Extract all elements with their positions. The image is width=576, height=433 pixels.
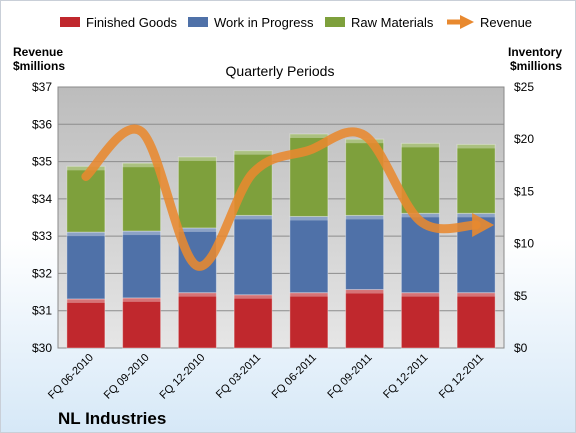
x-tick-label: FQ 12-2010 xyxy=(158,352,208,402)
right-tick-label: $20 xyxy=(514,132,534,146)
revenue-series xyxy=(81,124,495,271)
legend-swatch-work-in-progress xyxy=(188,17,208,27)
bar-raw-materials xyxy=(177,156,217,229)
bar-work-in-progress xyxy=(289,215,329,294)
legend: Finished Goods Work in Progress Raw Mate… xyxy=(60,15,532,30)
left-tick-label: $30 xyxy=(32,341,52,355)
bar-finished-goods xyxy=(122,297,162,349)
legend-label-finished-goods: Finished Goods xyxy=(86,15,178,30)
bar-finished-goods xyxy=(177,292,217,349)
bar-finished-goods xyxy=(289,292,329,349)
x-tick-label: FQ 06-2010 xyxy=(46,352,96,402)
x-tick-label: FQ 06-2011 xyxy=(270,352,319,401)
bar-raw-materials xyxy=(456,143,496,214)
legend-label-raw-materials: Raw Materials xyxy=(351,15,434,30)
bar-finished-goods xyxy=(233,294,273,349)
legend-swatch-raw-materials xyxy=(325,17,345,27)
x-tick-label: FQ 12-2011 xyxy=(437,352,486,401)
bar-finished-goods xyxy=(345,289,385,349)
right-tick-label: $10 xyxy=(514,237,534,251)
x-tick-label: FQ 03-2011 xyxy=(214,352,263,401)
company-name: NL Industries xyxy=(58,409,166,428)
bar-finished-goods xyxy=(400,292,440,349)
left-tick-label: $36 xyxy=(32,117,52,131)
right-tick-label: $15 xyxy=(514,184,534,198)
x-axis: FQ 06-2010 FQ 09-2010 FQ 12-2010 FQ 03-2011… xyxy=(46,352,486,402)
chart-title: Quarterly Periods xyxy=(226,63,335,79)
bar-work-in-progress xyxy=(122,230,162,299)
left-axis-title-line-1: Revenue xyxy=(13,45,63,59)
x-tick-label: FQ 09-2011 xyxy=(325,352,374,401)
bar-raw-materials xyxy=(122,162,162,232)
legend-swatch-finished-goods xyxy=(60,17,80,27)
left-tick-label: $34 xyxy=(32,192,52,206)
left-axis: $30 $31 $32 $33 $34 $35 $36 $37 xyxy=(32,80,52,355)
legend-label-revenue: Revenue xyxy=(480,15,532,30)
right-axis-title-line-2: $millions xyxy=(510,59,562,73)
left-axis-title-line-2: $millions xyxy=(13,59,65,73)
bar-finished-goods xyxy=(66,298,106,349)
bar-work-in-progress xyxy=(66,231,106,300)
right-axis: $0 $5 $10 $15 $20 $25 xyxy=(514,80,534,355)
left-tick-label: $37 xyxy=(32,80,52,94)
revenue-line xyxy=(81,124,481,271)
left-tick-label: $31 xyxy=(32,304,52,318)
left-tick-label: $33 xyxy=(32,229,52,243)
left-tick-label: $32 xyxy=(32,266,52,280)
bar-work-in-progress xyxy=(233,214,273,296)
bar-raw-materials xyxy=(345,138,385,216)
revenue-arrowhead xyxy=(472,212,495,237)
right-tick-label: $25 xyxy=(514,80,534,94)
right-tick-label: $5 xyxy=(514,289,528,303)
right-tick-label: $0 xyxy=(514,341,528,355)
x-tick-label: FQ 12-2011 xyxy=(381,352,430,401)
left-tick-label: $35 xyxy=(32,155,52,169)
bar-work-in-progress xyxy=(345,214,385,291)
x-tick-label: FQ 09-2010 xyxy=(102,352,152,402)
right-axis-title-line-1: Inventory xyxy=(508,45,562,59)
legend-swatch-revenue xyxy=(447,15,474,29)
legend-label-work-in-progress: Work in Progress xyxy=(214,15,314,30)
bar-finished-goods xyxy=(456,292,496,349)
